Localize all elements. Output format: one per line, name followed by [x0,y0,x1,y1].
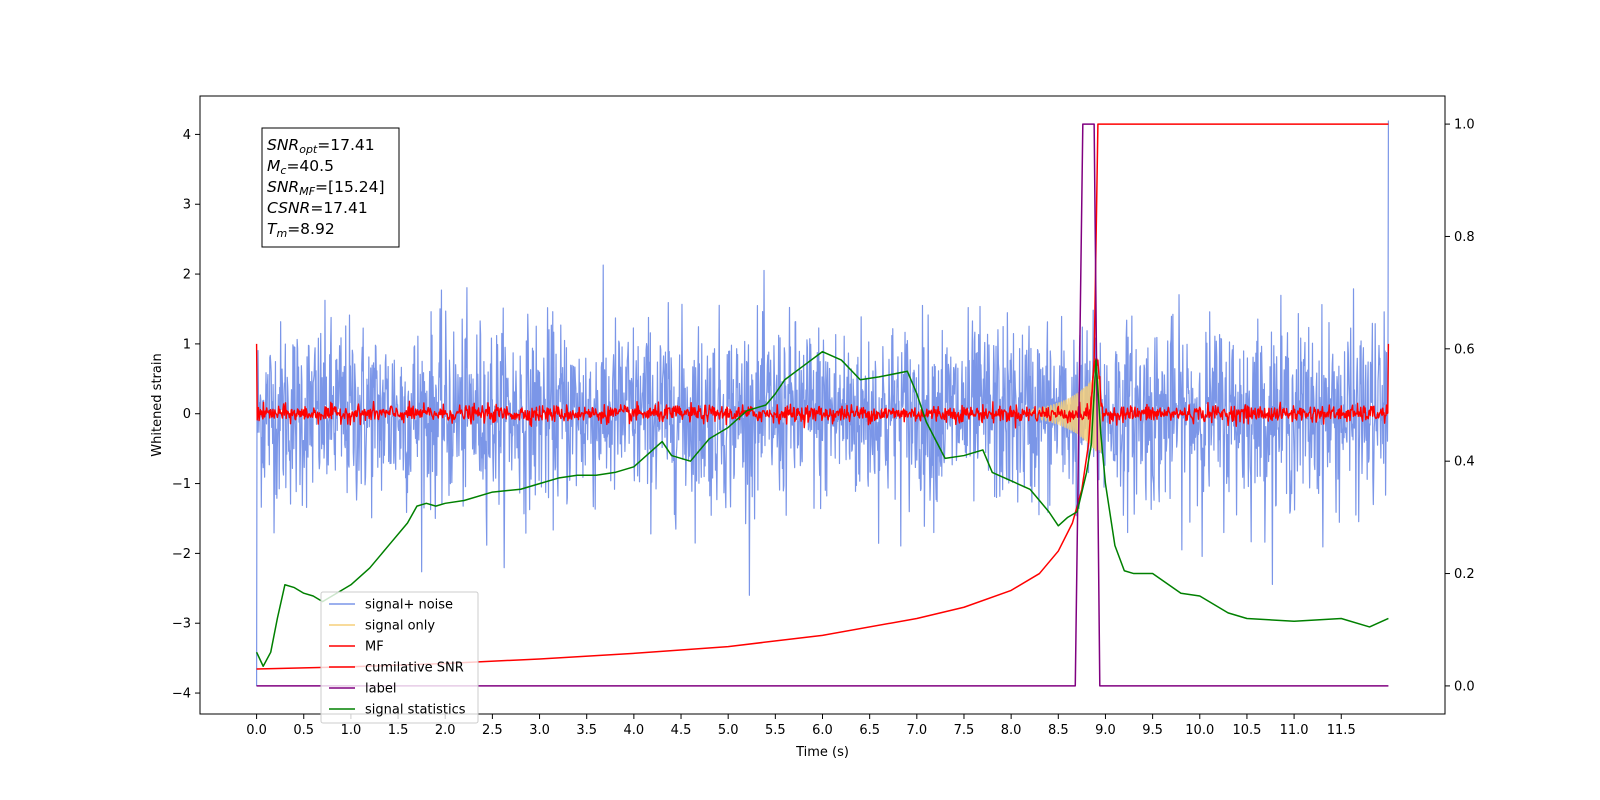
annotation-line: Tm=8.92 [267,220,335,240]
x-tick-label: 11.5 [1327,723,1356,738]
y-right-tick-label: 1.0 [1454,118,1475,133]
y-right-tick-label: 0.8 [1454,230,1475,245]
series-layer [255,120,1390,687]
x-tick-label: 5.0 [718,723,739,738]
legend-label-cumilative-snr: cumilative SNR [365,661,464,676]
y-tick-label: 1 [183,337,191,352]
x-tick-label: 8.0 [1001,723,1022,738]
legend-label-label: label [365,682,396,697]
series-signal-only [1029,375,1102,453]
annotation-line: Mc=40.5 [267,157,334,177]
legend-label-signal-noise: signal+ noise [365,598,453,613]
y-axis-label: Whitened strain [150,353,165,456]
series-signal-statistics [255,350,1389,667]
x-tick-label: 6.0 [812,723,833,738]
x-tick-label: 2.0 [435,723,456,738]
x-tick-label: 6.5 [859,723,880,738]
y-tick-label: −2 [172,547,191,562]
x-tick-label: 8.5 [1048,723,1069,738]
y-tick-label: 0 [183,407,191,422]
x-tick-label: 1.0 [341,723,362,738]
y-right-tick-label: 0.6 [1454,342,1475,357]
y-tick-label: 4 [183,128,191,143]
legend-label-signal-only: signal only [365,619,435,634]
y-tick-label: −4 [172,687,191,702]
x-tick-label: 7.5 [954,723,975,738]
annotation-line: SNRopt=17.41 [267,136,375,156]
x-tick-label: 0.5 [293,723,314,738]
series-mf [255,343,1390,429]
x-tick-label: 1.5 [388,723,409,738]
x-tick-label: 11.0 [1280,723,1309,738]
x-tick-label: 10.0 [1185,723,1214,738]
ticks-layer: 0.0 0.5 1.0 1.5 2.0 2.5 3.0 3.5 4.0 4.5 5.0 5.5 6.0 6… [172,118,1475,738]
y-tick-label: −3 [172,617,191,632]
series-cumilative-snr [256,123,1389,670]
x-tick-label: 4.0 [624,723,645,738]
annotation-frame [261,127,400,248]
x-tick-label: 5.5 [765,723,786,738]
series-label [256,123,1389,687]
y-right-tick-label: 0.4 [1454,455,1475,470]
legend-label-mf: MF [365,640,384,655]
x-tick-label: 9.5 [1142,723,1163,738]
series-signal-noise [255,120,1390,687]
x-tick-label: 3.5 [576,723,597,738]
x-tick-label: 7.0 [906,723,927,738]
x-tick-label: 0.0 [246,723,267,738]
x-axis-label: Time (s) [795,745,849,760]
x-tick-label: 9.0 [1095,723,1116,738]
y-tick-label: −1 [172,477,191,492]
y-tick-label: 3 [183,198,191,213]
legend-label-signal-statistics: signal statistics [365,703,466,718]
x-tick-label: 3.0 [529,723,550,738]
annotation-box: SNRopt=17.41Mc=40.5SNRMF=[15.24]CSNR=17.… [261,127,400,248]
annotation-line: SNRMF=[15.24] [267,178,385,198]
y-tick-label: 2 [183,268,191,283]
y-right-tick-label: 0.2 [1454,567,1475,582]
annotation-line: CSNR=17.41 [267,199,368,217]
y-right-tick-label: 0.0 [1454,679,1475,694]
x-tick-label: 2.5 [482,723,503,738]
legend: signal+ noise signal only MF cumilative SNR… [320,591,479,724]
x-tick-label: 4.5 [671,723,692,738]
legend-frame [320,591,479,724]
x-tick-label: 10.5 [1232,723,1261,738]
